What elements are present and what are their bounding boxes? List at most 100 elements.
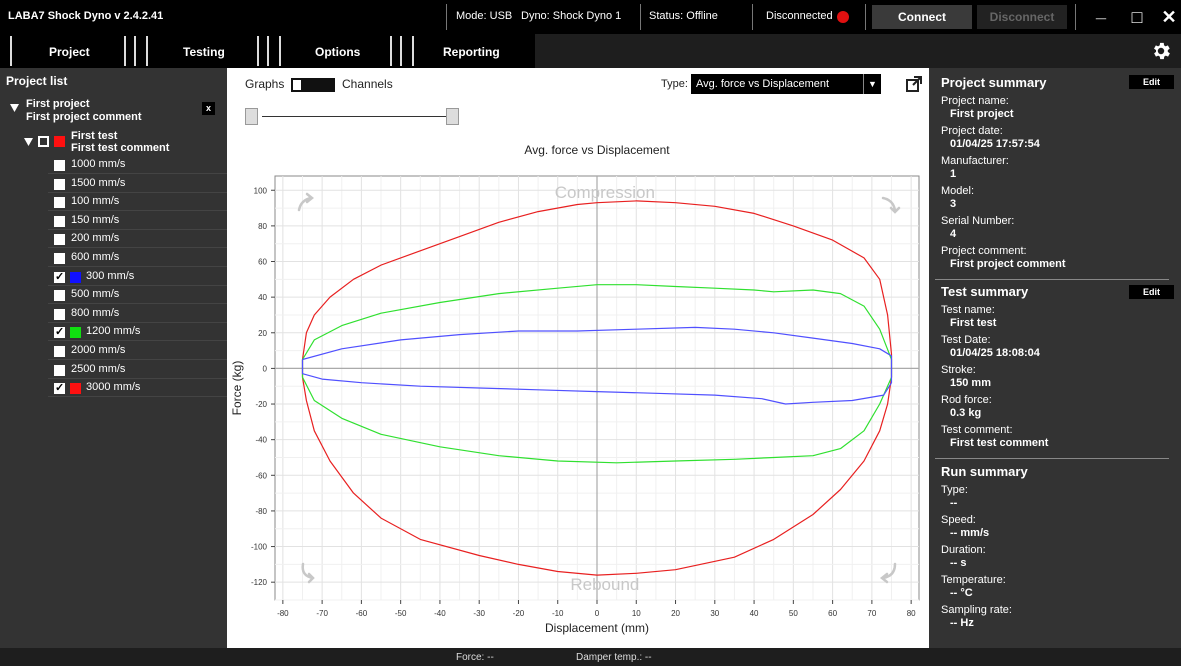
run-checkbox[interactable] xyxy=(54,270,65,283)
summary-field-value: First test comment xyxy=(950,437,1049,449)
compression-arrow-icon xyxy=(881,196,901,214)
settings-gear-icon[interactable] xyxy=(1150,40,1172,62)
run-checkbox[interactable] xyxy=(54,253,65,264)
y-tick-label: 100 xyxy=(254,186,268,195)
menu-project[interactable]: Project xyxy=(49,45,90,59)
close-project-button[interactable]: x xyxy=(202,102,215,115)
run-label: 600 mm/s xyxy=(71,251,120,263)
test-summary-title: Test summary xyxy=(941,284,1029,299)
run-list-item[interactable]: 100 mm/s xyxy=(48,193,227,212)
run-list-item[interactable]: 300 mm/s xyxy=(48,268,227,286)
summary-field-label: Temperature: xyxy=(941,574,1006,586)
x-tick-label: 30 xyxy=(710,609,719,618)
run-list-item[interactable]: 1200 mm/s xyxy=(48,323,227,342)
run-list-item[interactable]: 600 mm/s xyxy=(48,249,227,267)
test-checkbox[interactable] xyxy=(38,136,49,147)
run-label: 150 mm/s xyxy=(71,213,120,226)
summary-field-label: Manufacturer: xyxy=(941,155,1009,167)
run-checkbox[interactable] xyxy=(54,197,65,209)
project-list-title: Project list xyxy=(6,74,68,88)
chart-type-select[interactable]: Avg. force vs Displacement ▼ xyxy=(691,74,881,94)
menu-testing[interactable]: Testing xyxy=(183,45,225,59)
run-checkbox[interactable] xyxy=(54,178,65,190)
app-title: LABA7 Shock Dyno v 2.4.2.41 xyxy=(8,10,164,22)
status-footer: Force: -- Damper temp.: -- xyxy=(0,648,1181,666)
run-list-item[interactable]: 800 mm/s xyxy=(48,305,227,323)
summary-field-label: Duration: xyxy=(941,544,986,556)
run-checkbox[interactable] xyxy=(54,160,65,171)
x-tick-label: 40 xyxy=(750,609,759,618)
run-checkbox[interactable] xyxy=(54,364,65,376)
force-readout: Force: -- xyxy=(456,652,494,663)
run-list-item[interactable]: 1500 mm/s xyxy=(48,175,227,193)
summary-field-value: -- mm/s xyxy=(950,527,990,539)
close-icon[interactable]: ✕ xyxy=(1161,7,1177,27)
edit-test-button[interactable]: Edit xyxy=(1129,285,1174,299)
summary-field-value: 01/04/25 17:57:54 xyxy=(950,138,1040,150)
run-checkbox[interactable] xyxy=(54,346,65,357)
run-list-item[interactable]: 2000 mm/s xyxy=(48,342,227,360)
edit-project-button[interactable]: Edit xyxy=(1129,75,1174,89)
divider xyxy=(935,458,1169,459)
toggle-knob[interactable] xyxy=(293,80,301,90)
run-checkbox[interactable] xyxy=(54,215,65,227)
series-line-2 xyxy=(301,326,893,405)
expand-arrow-icon[interactable] xyxy=(10,104,19,112)
run-list-item[interactable]: 150 mm/s xyxy=(48,212,227,230)
summary-field-value: -- s xyxy=(950,557,967,569)
x-tick-label: 60 xyxy=(828,609,837,618)
chevron-down-icon[interactable]: ▼ xyxy=(863,74,881,94)
run-list-item[interactable]: 500 mm/s xyxy=(48,286,227,305)
divider xyxy=(10,36,12,66)
x-tick-label: -40 xyxy=(434,609,446,618)
test-tree-item[interactable]: First test First test comment xyxy=(0,128,227,156)
summary-field-label: Project name: xyxy=(941,95,1009,107)
run-summary-title: Run summary xyxy=(941,464,1028,479)
range-slider-track[interactable] xyxy=(262,116,454,117)
maximize-icon[interactable]: □ xyxy=(1131,7,1143,27)
run-list-item[interactable]: 1000 mm/s xyxy=(48,156,227,174)
summary-field-label: Stroke: xyxy=(941,364,976,376)
run-list-item[interactable]: 2500 mm/s xyxy=(48,361,227,379)
summary-field-label: Rod force: xyxy=(941,394,992,406)
run-color-swatch xyxy=(70,327,81,339)
run-color-swatch xyxy=(70,383,81,395)
compression-annotation: Compression xyxy=(555,183,655,202)
run-checkbox[interactable] xyxy=(54,290,65,302)
run-list-item[interactable]: 3000 mm/s xyxy=(48,379,227,398)
expand-arrow-icon[interactable] xyxy=(24,138,33,146)
divider xyxy=(267,36,269,66)
run-list-item[interactable]: 200 mm/s xyxy=(48,230,227,249)
run-label: 500 mm/s xyxy=(71,288,120,301)
divider xyxy=(400,36,402,66)
title-bar: LABA7 Shock Dyno v 2.4.2.41 Mode: USB Dy… xyxy=(0,0,1181,34)
run-checkbox[interactable] xyxy=(54,308,65,320)
summary-field-value: 1 xyxy=(950,168,957,180)
range-slider-max-handle[interactable] xyxy=(446,108,459,125)
menu-bar-filler xyxy=(535,34,1181,68)
disconnect-button[interactable]: Disconnect xyxy=(977,5,1067,29)
divider xyxy=(752,4,753,30)
y-tick-label: -20 xyxy=(255,400,267,409)
range-slider-min-handle[interactable] xyxy=(245,108,258,125)
minimize-icon[interactable]: _ xyxy=(1095,1,1106,21)
run-label: 200 mm/s xyxy=(71,232,120,245)
divider xyxy=(446,4,447,30)
run-checkbox[interactable] xyxy=(54,325,65,339)
project-tree-item[interactable]: First project First project comment x xyxy=(0,94,227,128)
x-axis-label: Displacement (mm) xyxy=(545,621,649,635)
run-checkbox[interactable] xyxy=(54,381,65,395)
popout-icon[interactable] xyxy=(906,76,922,92)
summary-field-label: Speed: xyxy=(941,514,976,526)
run-label: 2000 mm/s xyxy=(71,344,126,356)
menu-reporting[interactable]: Reporting xyxy=(443,45,500,59)
summary-field-value: -- Hz xyxy=(950,617,974,629)
connect-button[interactable]: Connect xyxy=(872,5,972,29)
graphs-channels-toggle[interactable] xyxy=(291,78,335,92)
test-name: First test xyxy=(71,130,118,142)
menu-options[interactable]: Options xyxy=(315,45,361,59)
x-tick-label: -80 xyxy=(277,609,289,618)
run-checkbox[interactable] xyxy=(54,234,65,246)
status-label: Status: Offline xyxy=(649,10,718,22)
divider xyxy=(935,279,1169,280)
